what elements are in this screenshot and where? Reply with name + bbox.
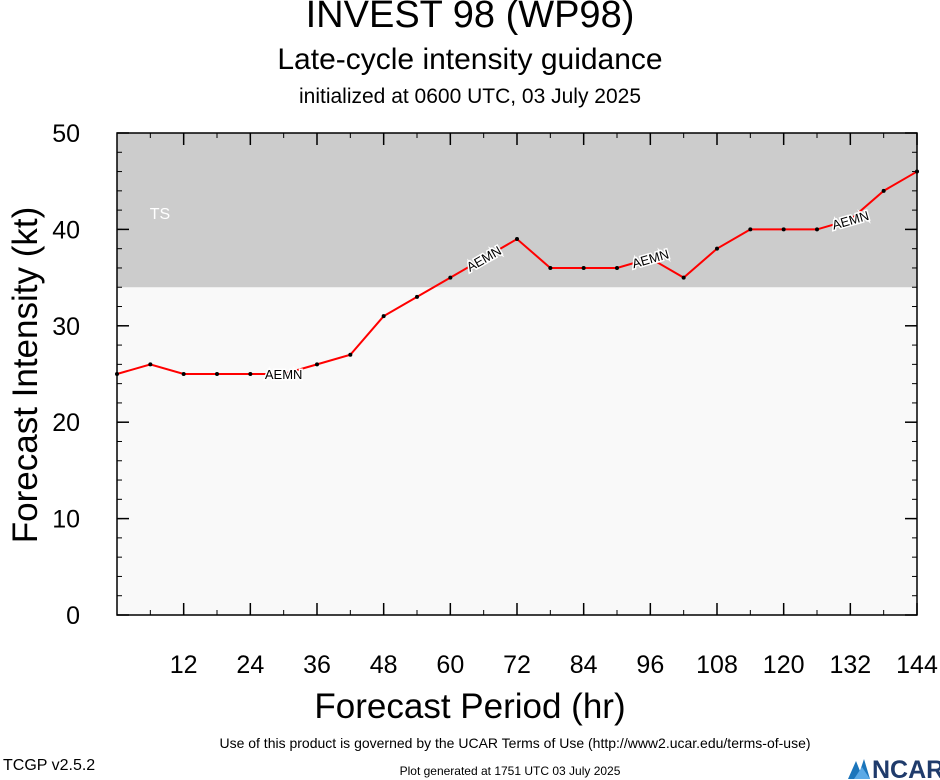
data-point xyxy=(881,188,886,193)
y-tick-label: 10 xyxy=(52,506,80,534)
data-point xyxy=(515,237,519,242)
data-point xyxy=(115,372,119,376)
x-tick-label: 120 xyxy=(763,651,805,679)
data-point xyxy=(481,256,486,261)
generated-time-label: Plot generated at 1751 UTC 03 July 2025 xyxy=(399,764,621,778)
chart-subtitle: Late-cycle intensity guidance xyxy=(277,43,663,76)
data-point xyxy=(748,227,753,232)
data-point xyxy=(415,294,419,299)
data-point xyxy=(315,362,319,367)
x-tick-label: 72 xyxy=(503,651,531,679)
init-time-label: initialized at 0600 UTC, 03 July 2025 xyxy=(298,85,642,108)
ncar-logo-text: NCAR xyxy=(872,756,940,780)
x-tick-label: 24 xyxy=(236,651,264,679)
y-tick-label: 40 xyxy=(52,216,80,244)
data-point xyxy=(548,265,553,270)
x-tick-label: 12 xyxy=(170,651,198,679)
data-point xyxy=(215,372,219,376)
data-point xyxy=(348,352,353,357)
ncar-logo-mark-icon xyxy=(848,759,870,779)
data-point xyxy=(381,314,386,319)
version-label: TCGP v2.5.2 xyxy=(3,757,96,774)
data-point xyxy=(681,275,686,280)
data-point xyxy=(781,227,786,232)
ncar-logo: NCAR xyxy=(848,756,940,780)
data-point xyxy=(915,169,919,174)
y-tick-label: 30 xyxy=(52,313,80,341)
x-tick-label: 36 xyxy=(303,651,331,679)
y-tick-label: 20 xyxy=(52,409,80,437)
data-point xyxy=(181,372,186,376)
x-axis-label: Forecast Period (hr) xyxy=(314,687,626,726)
y-axis-label: Forecast Intensity (kt) xyxy=(6,206,45,544)
y-tick-label: 50 xyxy=(52,120,80,148)
x-tick-label: 108 xyxy=(696,651,738,679)
data-point xyxy=(448,275,453,280)
data-point xyxy=(815,227,819,232)
data-point xyxy=(848,217,853,222)
y-tick-label: 0 xyxy=(66,602,80,630)
band-ts xyxy=(117,133,917,288)
x-tick-label: 48 xyxy=(370,651,398,679)
series-label: AEMN xyxy=(265,367,303,382)
x-tick-label: 84 xyxy=(570,651,598,679)
data-point xyxy=(281,372,286,376)
data-point xyxy=(715,246,719,251)
x-tick-label: 144 xyxy=(896,651,938,679)
terms-of-use-text: Use of this product is governed by the U… xyxy=(219,735,811,751)
data-point xyxy=(648,256,653,261)
band-label: TS xyxy=(150,206,170,223)
x-tick-label: 60 xyxy=(436,651,464,679)
x-tick-label: 96 xyxy=(636,651,664,679)
data-point xyxy=(248,372,253,376)
data-point xyxy=(148,362,153,367)
data-point xyxy=(615,265,619,270)
data-point xyxy=(581,265,586,270)
x-tick-label: 132 xyxy=(829,651,871,679)
chart-title: INVEST 98 (WP98) xyxy=(305,0,635,36)
